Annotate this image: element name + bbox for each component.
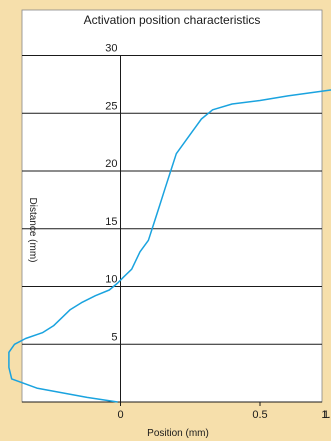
y-tick-label: 15 bbox=[105, 216, 117, 228]
grid bbox=[22, 55, 322, 345]
plot-area bbox=[21, 9, 323, 403]
y-tick-label: 5 bbox=[111, 331, 117, 343]
y-tick-label: 10 bbox=[105, 274, 117, 286]
chart-title: Activation position characteristics bbox=[84, 13, 261, 27]
x-tick-label: 1 bbox=[323, 409, 329, 421]
y-axis-label: Distance (mm) bbox=[27, 197, 38, 262]
series-layer bbox=[8, 89, 331, 403]
x-tick-label: 0.5 bbox=[252, 409, 267, 421]
series-line bbox=[8, 89, 331, 403]
y-tick-label: 20 bbox=[105, 158, 117, 170]
x-axis-label: Position (mm) bbox=[147, 428, 209, 439]
y-tick-labels: 5 10 15 20 25 30 bbox=[105, 43, 117, 344]
x-tick-labels: -0.500.511. bbox=[117, 402, 331, 421]
y-tick-label: 25 bbox=[105, 100, 117, 112]
y-tick-label: 30 bbox=[105, 43, 117, 55]
x-tick-label: 0 bbox=[117, 409, 123, 421]
x-tick-label: 1. bbox=[321, 409, 330, 421]
